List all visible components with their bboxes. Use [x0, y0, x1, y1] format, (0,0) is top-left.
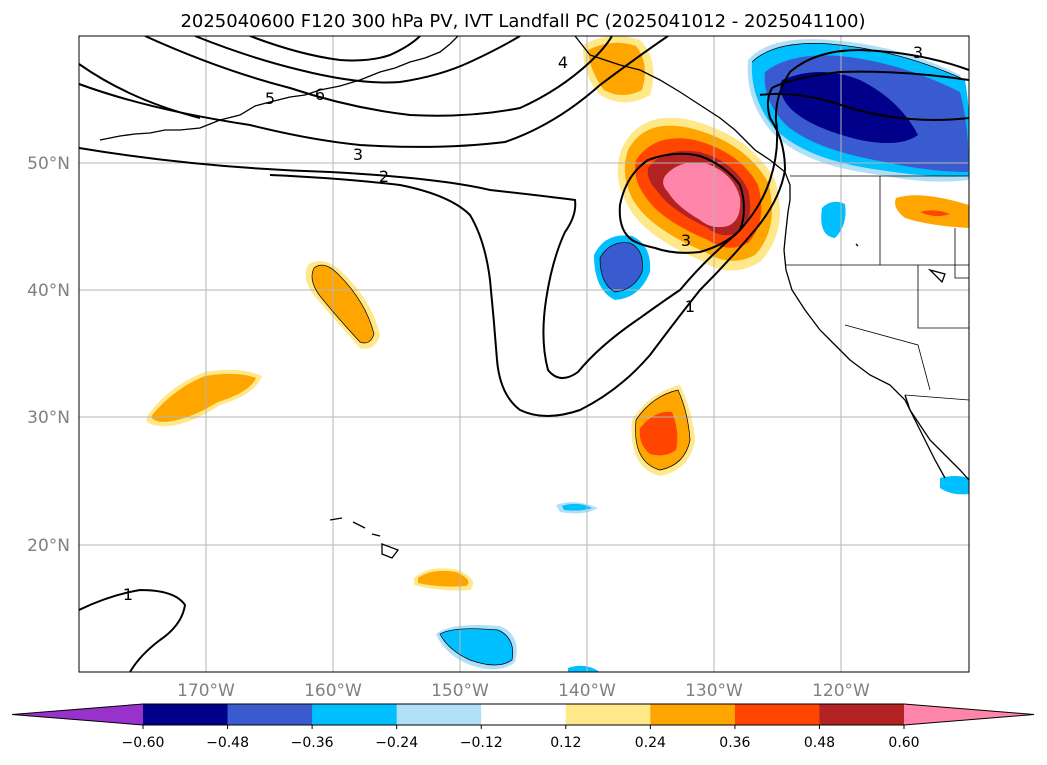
positive-anomaly-alaska-core: [588, 42, 645, 95]
contour-labels: 4 5 6 3 2 3 1 3 1: [123, 43, 923, 604]
contour-1: [496, 70, 969, 417]
longitude-labels: 170°W 160°W 150°W 140°W 130°W 120°W: [177, 681, 870, 701]
contour-3-canada: [759, 92, 969, 122]
colorbar-segments: [11, 703, 1035, 726]
contour-3-west: [79, 63, 201, 119]
positive-anomaly-170w: [151, 373, 256, 422]
negative-anomaly-mexico: [940, 476, 969, 495]
colorbar-segment: [565, 704, 651, 725]
map-frame: [78, 35, 970, 673]
colorbar-tick-label: 0.36: [719, 735, 750, 751]
lon-label-170w: 170°W: [177, 681, 235, 701]
positive-anomaly-135w-core: [639, 411, 678, 456]
contour-label: 1: [685, 297, 695, 316]
colorbar-segment: [143, 704, 229, 725]
contour-label: 3: [913, 43, 923, 62]
contour-3: [79, 36, 669, 148]
lat-label-50n: 50°N: [27, 154, 70, 174]
colorbar-segment: [650, 704, 736, 725]
lat-label-40n: 40°N: [27, 281, 70, 301]
lat-label-20n: 20°N: [27, 536, 70, 556]
contour-3-closed: [618, 152, 745, 254]
colorbar-tick-label: 0.12: [550, 735, 581, 751]
colorbar-ticks: −0.60 −0.48 −0.36 −0.24 −0.12 0.12 0.24 0.36 0.4…: [122, 725, 920, 751]
coastlines: [99, 36, 969, 559]
colorbar-tick-label: −0.48: [206, 735, 249, 751]
positive-anomaly-main-peak: [663, 162, 741, 228]
contour-1-south: [79, 588, 187, 672]
contour-5: [194, 36, 521, 84]
positive-anomaly-160w: [312, 265, 374, 343]
positive-anomaly-inland-core: [920, 210, 950, 217]
negative-anomaly-bottom: [568, 665, 600, 672]
colorbar-segment: [396, 704, 482, 725]
pc-outline-contours: [311, 43, 966, 666]
map-panel: 4 5 6 3 2 3 1 3 1: [78, 35, 970, 673]
contour-label: 3: [353, 145, 363, 164]
colorbar-segment: [227, 704, 313, 725]
contour-label: 5: [265, 89, 275, 108]
contour-2: [79, 48, 969, 379]
colorbar-tick-label: 0.60: [888, 735, 919, 751]
colorbar-tick-label: −0.36: [291, 735, 334, 751]
contour-label: 6: [315, 85, 325, 104]
lon-label-140w: 140°W: [558, 681, 616, 701]
contour-1-west: [269, 174, 498, 361]
lon-label-130w: 130°W: [685, 681, 743, 701]
contour-6: [249, 36, 421, 62]
pv-contours: [79, 36, 969, 672]
positive-anomaly-small-hawaii: [418, 570, 469, 587]
colorbar-tick-label: −0.12: [460, 735, 503, 751]
lon-label-150w: 150°W: [431, 681, 489, 701]
colorbar-tick-label: 0.48: [804, 735, 835, 751]
colorbar-segment: [819, 704, 905, 725]
contour-label: 3: [681, 231, 691, 250]
colorbar-segment: [734, 704, 820, 725]
colorbar-extend-min: [12, 704, 143, 725]
colorbar-tick-label: −0.24: [375, 735, 418, 751]
contour-label: 1: [123, 585, 133, 604]
colorbar: −0.60 −0.48 −0.36 −0.24 −0.12 0.12 0.24 0.36 0.4…: [11, 703, 1035, 751]
colorbar-segment: [481, 704, 567, 725]
lon-label-120w: 120°W: [812, 681, 870, 701]
negative-anomaly-small-1-core: [562, 503, 592, 511]
borders: [785, 175, 969, 401]
figure-title: 2025040600 F120 300 hPa PV, IVT Landfall…: [180, 11, 865, 32]
negative-anomaly-oregon: [821, 201, 846, 238]
negative-anomaly-south: [440, 628, 513, 665]
contour-label: 4: [558, 53, 568, 72]
lat-label-30n: 30°N: [27, 408, 70, 428]
contour-4: [144, 36, 613, 117]
colorbar-tick-label: −0.60: [122, 735, 165, 751]
colorbar-segment: [312, 704, 398, 725]
contour-label: 2: [379, 167, 389, 186]
latitude-labels: 50°N 40°N 30°N 20°N: [27, 154, 70, 556]
lon-label-160w: 160°W: [304, 681, 362, 701]
colorbar-extend-max: [904, 704, 1034, 725]
colorbar-tick-label: 0.24: [635, 735, 666, 751]
negative-anomaly-coast-core: [600, 242, 643, 292]
